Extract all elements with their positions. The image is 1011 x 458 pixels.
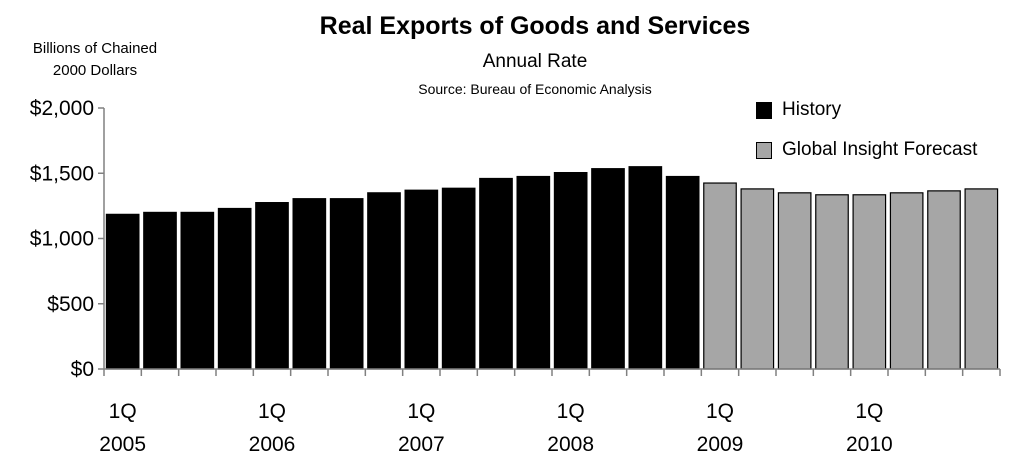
legend-history-swatch — [756, 101, 772, 119]
history-bar — [628, 166, 663, 370]
history-bar — [367, 192, 401, 370]
y-tick-label: $1,000 — [30, 228, 94, 251]
x-tick-label-year: 2009 — [697, 433, 744, 456]
y-axis-label-line-1: Billions of Chained — [32, 40, 158, 57]
x-tick-label-year: 2008 — [547, 433, 594, 456]
history-bar — [591, 168, 625, 370]
x-tick-label: 1Q — [258, 400, 286, 423]
y-axis-label: Billions of Chained 2000 Dollars — [10, 38, 180, 82]
legend-history-label: History — [782, 99, 842, 120]
history-bar — [404, 189, 439, 370]
forecast-bar — [927, 190, 961, 370]
legend-forecast: Global Insight Forecast — [756, 139, 977, 161]
forecast-bar — [703, 182, 737, 370]
legend-forecast-swatch — [756, 141, 772, 159]
history-bar — [105, 213, 140, 370]
chart-source: Source: Bureau of Economic Analysis — [418, 81, 652, 97]
chart-title: Real Exports of Goods and Services — [319, 12, 751, 40]
history-bar — [143, 211, 177, 370]
x-tick-label: 1Q — [557, 400, 585, 423]
y-tick-label: $1,500 — [30, 162, 94, 185]
history-bar — [479, 177, 513, 370]
history-bar — [329, 198, 364, 370]
history-bar — [292, 198, 327, 370]
x-tick-label: 1Q — [109, 400, 137, 423]
x-tick-label-year: 2006 — [249, 433, 296, 456]
chart-subtitle: Annual Rate — [482, 51, 588, 72]
forecast-bar — [852, 194, 887, 370]
history-bar — [441, 187, 476, 370]
x-tick-label-year: 2010 — [846, 433, 893, 456]
history-bar — [255, 202, 289, 370]
x-tick-label-year: 2007 — [398, 433, 445, 456]
x-tick-label-year: 2005 — [99, 433, 146, 456]
y-tick-label: $0 — [71, 358, 94, 381]
y-axis-label-line-2: 2000 Dollars — [52, 62, 138, 79]
x-tick-label: 1Q — [706, 400, 734, 423]
history-bar — [665, 175, 700, 370]
y-tick-label: $500 — [47, 293, 94, 316]
forecast-bar — [964, 188, 999, 370]
forecast-bar — [815, 194, 849, 370]
forecast-bar — [777, 192, 812, 370]
history-bar — [553, 171, 588, 370]
legend-history: History — [756, 99, 841, 121]
forecast-bar — [740, 188, 775, 370]
y-tick-label: $2,000 — [30, 97, 94, 120]
x-tick-label: 1Q — [855, 400, 883, 423]
history-bar — [516, 175, 551, 370]
history-bar — [217, 207, 252, 370]
history-bar — [180, 211, 215, 370]
legend-forecast-label: Global Insight Forecast — [782, 139, 978, 160]
forecast-bar — [889, 192, 924, 370]
x-tick-label: 1Q — [407, 400, 435, 423]
